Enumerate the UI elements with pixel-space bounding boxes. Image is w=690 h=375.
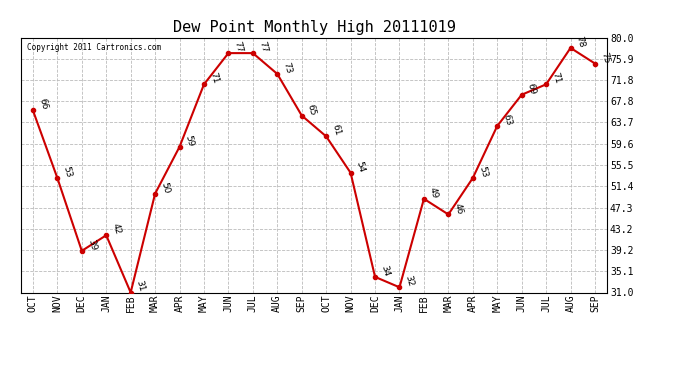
Text: 53: 53 bbox=[477, 165, 489, 178]
Text: 77: 77 bbox=[233, 40, 244, 54]
Text: 69: 69 bbox=[526, 82, 538, 95]
Text: 34: 34 bbox=[380, 264, 391, 278]
Text: 42: 42 bbox=[110, 223, 122, 236]
Text: 73: 73 bbox=[282, 61, 293, 75]
Text: 59: 59 bbox=[184, 134, 195, 147]
Text: 53: 53 bbox=[61, 165, 73, 178]
Text: 46: 46 bbox=[453, 202, 464, 215]
Title: Dew Point Monthly High 20111019: Dew Point Monthly High 20111019 bbox=[172, 20, 455, 35]
Text: 32: 32 bbox=[404, 274, 415, 288]
Text: 66: 66 bbox=[37, 98, 49, 111]
Text: 54: 54 bbox=[355, 160, 366, 173]
Text: Copyright 2011 Cartronics.com: Copyright 2011 Cartronics.com bbox=[26, 43, 161, 52]
Text: 50: 50 bbox=[159, 181, 171, 194]
Text: 31: 31 bbox=[135, 280, 146, 293]
Text: 71: 71 bbox=[208, 72, 220, 85]
Text: 39: 39 bbox=[86, 238, 97, 252]
Text: 78: 78 bbox=[575, 35, 586, 48]
Text: 63: 63 bbox=[502, 113, 513, 127]
Text: 75: 75 bbox=[599, 51, 611, 64]
Text: 71: 71 bbox=[550, 72, 562, 85]
Text: 77: 77 bbox=[257, 40, 268, 54]
Text: 65: 65 bbox=[306, 103, 317, 116]
Text: 49: 49 bbox=[428, 186, 440, 200]
Text: 61: 61 bbox=[331, 123, 342, 137]
